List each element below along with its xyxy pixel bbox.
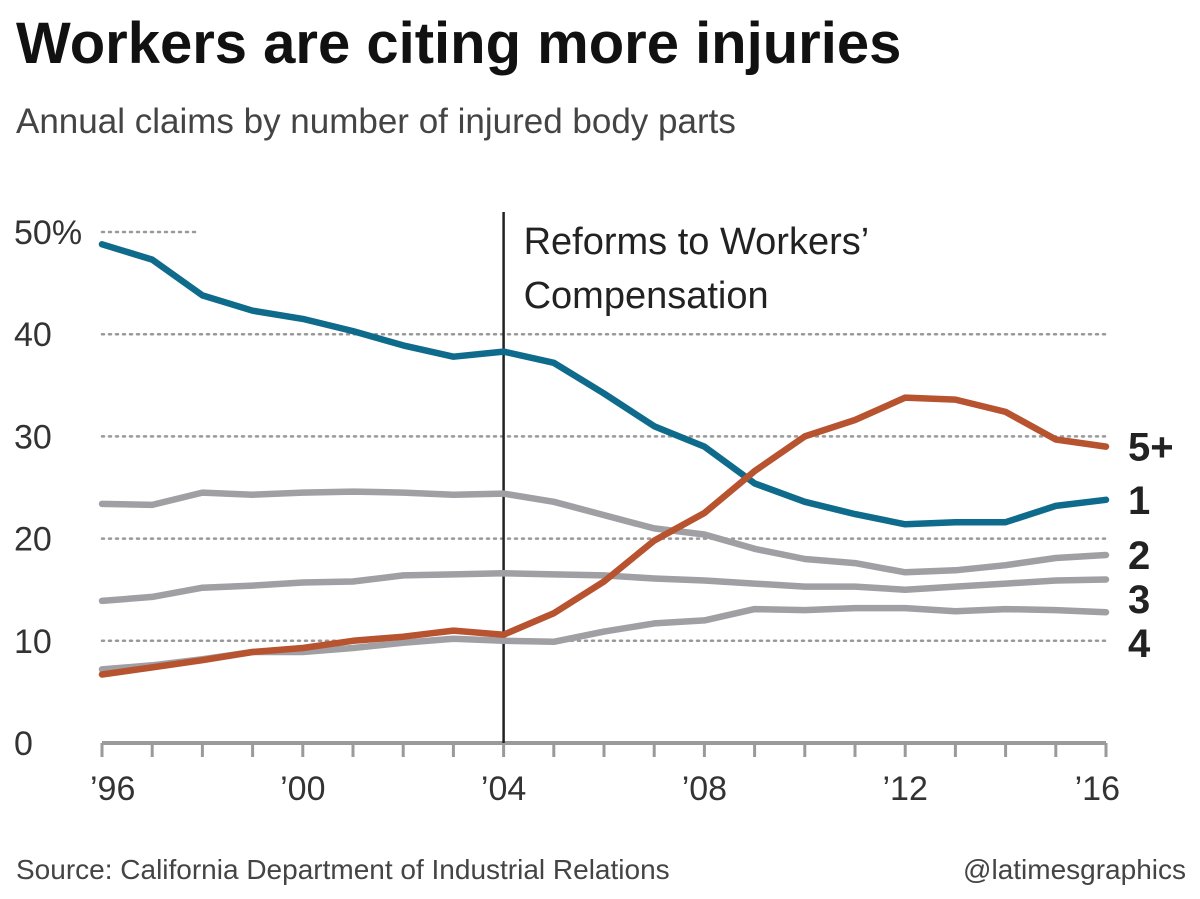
series-line-3 [98,570,1110,605]
x-tick-label-1996: ’96 [90,770,135,808]
reform-annotation: Reforms to Workers’ Compensation [502,212,870,743]
axes: 0 10 20 30 40 50% ’96 ’00 ’04 ’08 ’12 ’16 [14,214,1120,808]
chart-title: Workers are citing more injuries [16,11,902,76]
reform-label-line-1: Reforms to Workers’ [524,221,870,263]
line-chart: 0 10 20 30 40 50% ’96 ’00 ’04 ’08 ’12 ’16 Reforms t… [14,212,1174,808]
y-tick-label-50: 50% [14,214,82,252]
series-line-2 [98,488,1110,576]
chart-subtitle: Annual claims by number of injured body … [16,102,736,141]
series-label-2: 2 [1128,534,1150,578]
x-tick-label-2016: ’16 [1075,770,1120,808]
y-tick-label-30: 30 [14,418,52,456]
y-tick-label-0: 0 [14,725,33,763]
series-line-4 [98,604,1110,673]
y-tick-label-40: 40 [14,316,52,354]
x-tick-label-2004: ’04 [481,770,526,808]
series-label-5plus: 5+ [1128,426,1174,470]
y-tick-label-10: 10 [14,623,52,661]
series-line-1 [98,241,1110,528]
x-tick-label-2008: ’08 [682,770,727,808]
series-lines [98,241,1110,678]
x-tick-label-2000: ’00 [280,770,325,808]
y-tick-label-20: 20 [14,521,52,559]
gridlines [100,230,1108,643]
series-labels: 5+ 1 234 [1128,426,1174,666]
series-line-5plus [98,394,1110,678]
source-note: Source: California Department of Industr… [16,854,670,885]
credit-handle: @latimesgraphics [963,854,1186,885]
series-label-1: 1 [1128,479,1150,523]
series-label-4: 4 [1128,622,1151,666]
series-label-3: 3 [1128,578,1150,622]
x-tick-label-2012: ’12 [883,770,928,808]
reform-label-line-2: Compensation [524,275,769,317]
